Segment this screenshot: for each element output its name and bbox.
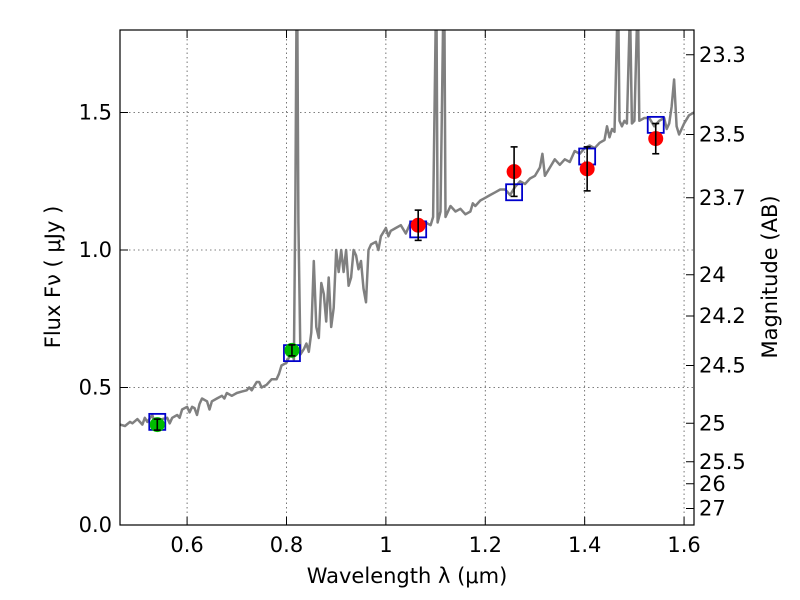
- x-tick-label: 1.6: [667, 533, 700, 557]
- x-tick-label: 0.6: [170, 533, 203, 557]
- plot-background: [120, 30, 694, 525]
- grid-lines: [120, 30, 694, 525]
- data-series: [120, 30, 694, 428]
- y-tick-label: 0.5: [79, 376, 112, 400]
- right-tick-label: 23.7: [699, 186, 746, 210]
- x-axis-label: Wavelength λ (μm): [307, 564, 508, 588]
- plot-frame: [119, 29, 695, 526]
- right-tick-label: 24: [699, 263, 726, 287]
- right-tick-label: 25.5: [699, 450, 746, 474]
- axis-ticks: 0.6 0.8 1 1.2 1.4 1.6 0.0 0.5 1.0 1.5 23.3 23.5 23.7…: [79, 30, 746, 557]
- right-tick-label: 24.5: [699, 354, 746, 378]
- x-tick-label: 0.8: [270, 533, 303, 557]
- right-tick-label: 25: [699, 411, 726, 435]
- right-tick-label: 23.5: [699, 123, 746, 147]
- y-tick-label: 1.5: [79, 101, 112, 125]
- right-tick-label: 23.3: [699, 43, 746, 67]
- y-axis-label: Flux Fν ( μJy ): [41, 206, 65, 349]
- y-tick-label: 0.0: [79, 513, 112, 537]
- x-tick-label: 1.2: [469, 533, 502, 557]
- y-tick-label: 1.0: [79, 238, 112, 262]
- right-axis-label: Magnitude (AB): [758, 195, 782, 358]
- x-tick-label: 1: [379, 533, 392, 557]
- x-tick-label: 1.4: [568, 533, 601, 557]
- right-tick-label: 27: [699, 497, 726, 521]
- spectrum-line: [120, 30, 694, 428]
- right-tick-label: 24.2: [699, 304, 746, 328]
- right-tick-label: 26: [699, 472, 726, 496]
- data-markers: [148, 115, 665, 433]
